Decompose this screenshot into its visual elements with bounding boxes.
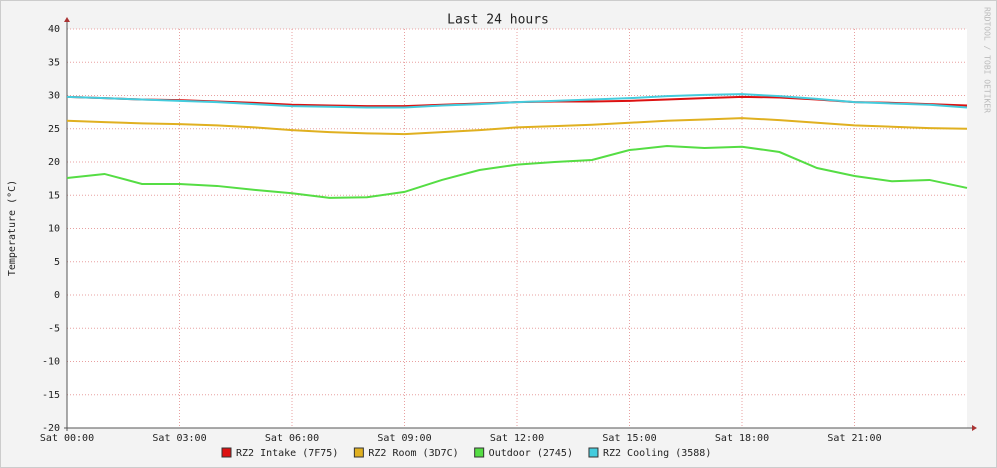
y-tick-label: -5 [48,323,60,334]
legend-label: RZ2 Cooling (3588) [603,448,711,459]
y-tick-label: 5 [54,257,60,268]
x-tick-label: Sat 09:00 [377,433,431,444]
y-tick-label: -20 [42,423,60,434]
x-tick-label: Sat 00:00 [40,433,94,444]
y-tick-label: 25 [48,124,60,135]
legend-label: RZ2 Intake (7F75) [236,448,338,459]
series-line [66,145,968,199]
legend-swatch [588,447,599,458]
y-tick-label: 10 [48,224,60,235]
series-line [66,93,968,109]
series-line [66,117,968,136]
y-tick-label: 35 [48,57,60,68]
y-tick-label: 15 [48,190,60,201]
legend-swatch [353,447,364,458]
x-tick-label: Sat 06:00 [265,433,319,444]
y-tick-label: -15 [42,390,60,401]
x-tick-label: Sat 15:00 [602,433,656,444]
legend-label: RZ2 Room (3D7C) [368,448,458,459]
y-axis-label: Temperature (°C) [7,180,18,276]
x-tick-label: Sat 03:00 [152,433,206,444]
x-axis-arrow [972,425,977,431]
y-tick-label: 20 [48,157,60,168]
y-tick-label: 0 [54,290,60,301]
legend-label: Outdoor (2745) [489,448,573,459]
y-axis-arrow [64,17,70,22]
x-tick-label: Sat 12:00 [490,433,544,444]
legend-swatch [221,447,232,458]
y-tick-label: 30 [48,91,60,102]
x-tick-label: Sat 21:00 [827,433,881,444]
watermark: RRDTOOL / TOBI OETIKER [983,7,992,113]
x-tick-label: Sat 18:00 [715,433,769,444]
chart-title: Last 24 hours [447,13,549,28]
y-tick-label: -10 [42,357,60,368]
legend-swatch [474,447,485,458]
y-tick-label: 40 [48,24,60,35]
